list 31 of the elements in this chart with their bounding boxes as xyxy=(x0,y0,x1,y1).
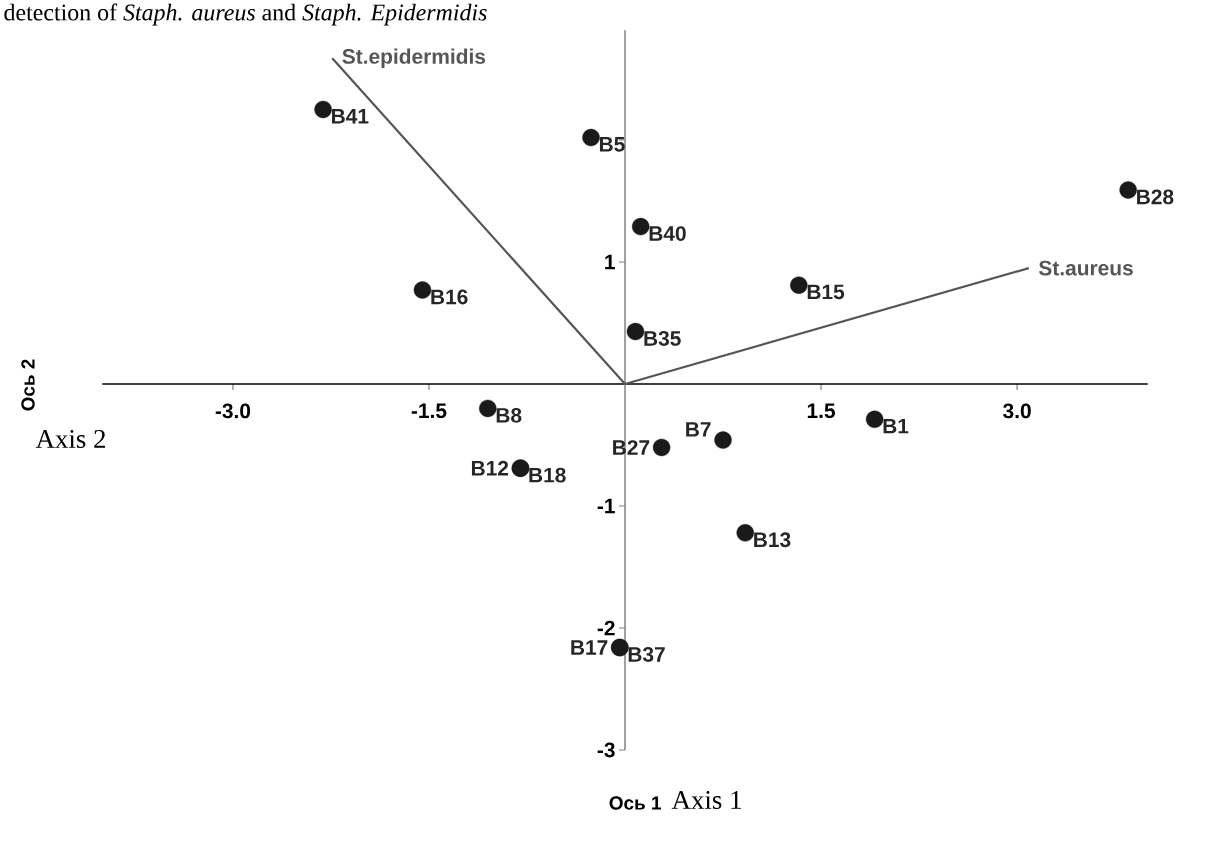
series-label: St.epidermidis xyxy=(342,48,486,69)
annotation: B13 xyxy=(754,532,791,548)
x-tick-label: -3.0 xyxy=(215,403,251,419)
annotation: B5 xyxy=(599,137,625,152)
x-tick-label: 1.5 xyxy=(807,403,835,419)
x-tick-label: 3.0 xyxy=(1003,403,1031,419)
text: Axis 1 xyxy=(671,790,741,810)
annotation: B17 xyxy=(571,640,608,655)
y-tick-label: -2 xyxy=(597,620,615,636)
x-axis-title: Ось 1 xyxy=(609,796,661,810)
annotation: B35 xyxy=(644,331,681,346)
annotation: B12 xyxy=(471,460,509,476)
annotation: B16 xyxy=(431,289,468,305)
annotation: B27 xyxy=(613,440,650,455)
x-tick-label: -1.5 xyxy=(411,403,447,419)
annotation: B41 xyxy=(332,109,369,124)
annotation: Axis 2 xyxy=(35,429,106,449)
annotation: B1 xyxy=(883,418,909,434)
annotation: B7 xyxy=(686,422,711,437)
y-tick-label: 1 xyxy=(605,254,615,270)
series-label: St.aureus xyxy=(1038,260,1133,276)
annotation: B8 xyxy=(496,407,522,423)
annotation: B37 xyxy=(628,647,665,662)
annotation: B28 xyxy=(1137,189,1174,205)
y-axis-title: Ось 2 xyxy=(21,359,35,411)
annotation: B40 xyxy=(649,226,686,241)
y-tick-label: -3 xyxy=(597,742,615,758)
chart-title: detection of Staph. aureus and Staph. Epidermidis xyxy=(4,3,487,26)
y-tick-label: -1 xyxy=(597,498,615,514)
annotation: B18 xyxy=(529,467,566,483)
annotation: B15 xyxy=(807,284,845,300)
